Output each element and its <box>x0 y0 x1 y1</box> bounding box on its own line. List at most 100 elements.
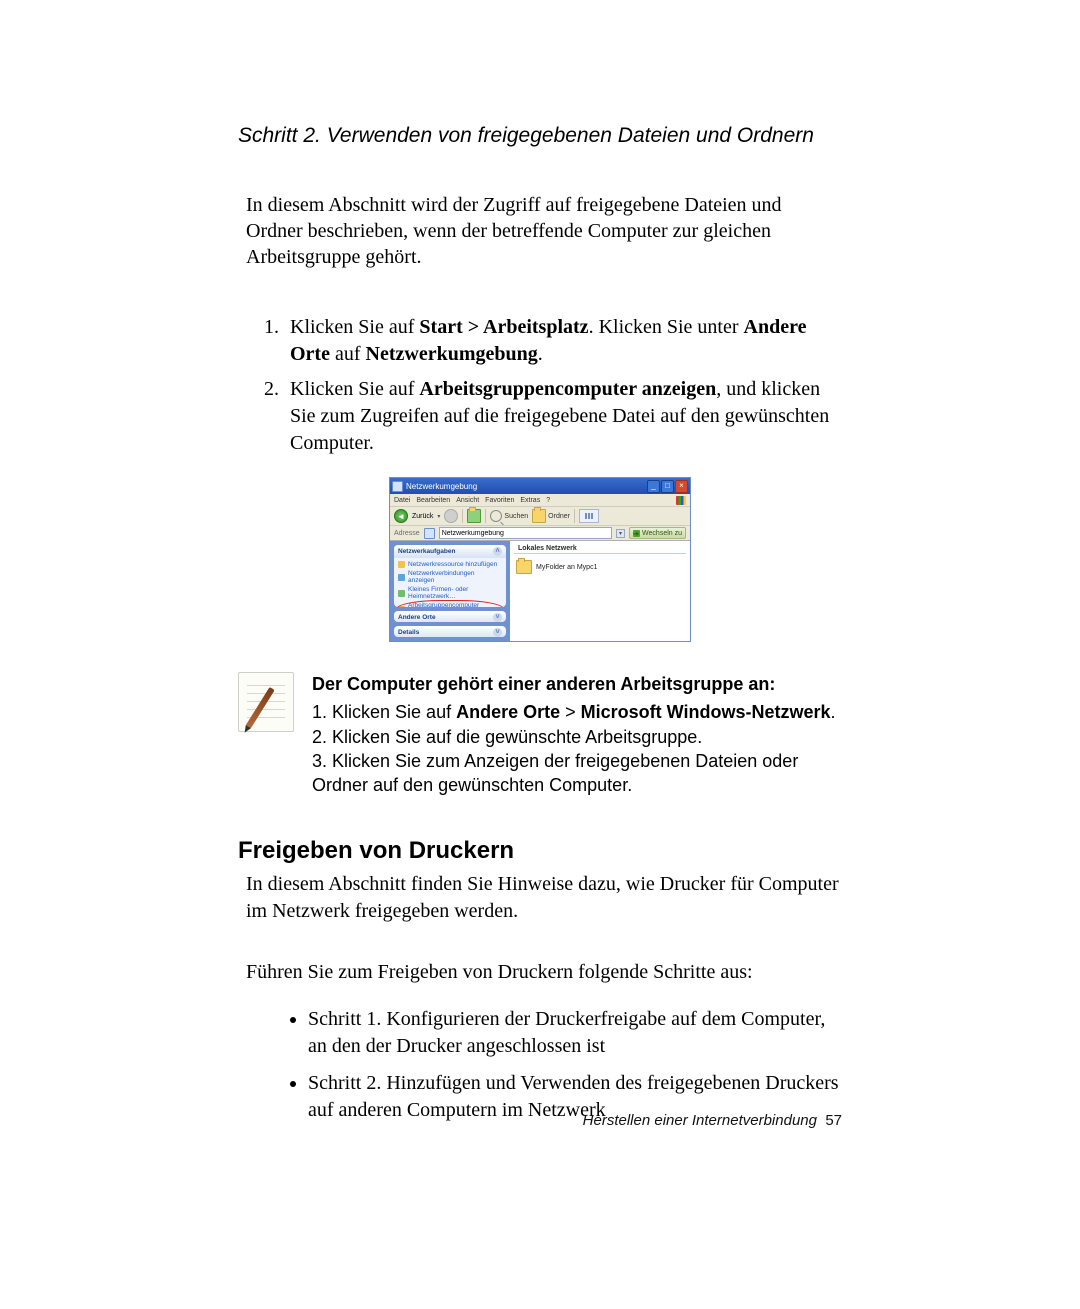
task-add-resource[interactable]: Netzwerkressource hinzufügen <box>398 560 502 569</box>
close-button[interactable]: × <box>675 480 688 493</box>
back-label: Zurück <box>412 513 433 520</box>
folders-button[interactable]: Ordner <box>532 509 570 523</box>
printers-intro: In diesem Abschnitt finden Sie Hinweise … <box>246 871 842 925</box>
note-text: Der Computer gehört einer anderen Arbeit… <box>312 672 842 797</box>
shared-folder-icon <box>516 560 532 574</box>
step2-heading: Schritt 2. Verwenden von freigegebenen D… <box>238 124 842 148</box>
network-icon <box>392 481 403 492</box>
search-button[interactable]: Suchen <box>490 510 528 522</box>
connections-icon <box>398 574 405 581</box>
task-show-workgroup[interactable]: Arbeitsgruppencomputer anzeigen <box>398 601 502 607</box>
embedded-screenshot: Netzwerkumgebung _ □ × Datei Bearbeiten … <box>238 477 842 642</box>
task-show-connections[interactable]: Netzwerkverbindungen anzeigen <box>398 569 502 585</box>
windows-flag-icon <box>676 496 686 505</box>
note-block: Der Computer gehört einer anderen Arbeit… <box>238 672 842 797</box>
task-label: Arbeitsgruppencomputer anzeigen <box>408 602 502 607</box>
expand-icon[interactable]: ˅ <box>493 628 502 637</box>
folder-icon <box>532 509 546 523</box>
text: . <box>831 702 836 722</box>
footer-text: Herstellen einer Internetverbindung <box>583 1112 817 1129</box>
workgroup-icon <box>398 606 405 608</box>
window-title: Netzwerkumgebung <box>406 482 477 491</box>
menu-help[interactable]: ? <box>546 497 550 504</box>
group-header: Lokales Netzwerk <box>514 543 686 554</box>
expand-icon[interactable]: ˅ <box>493 613 502 622</box>
item-label: MyFolder an Mypc1 <box>536 564 597 571</box>
dropdown-arrow-icon[interactable]: ▾ <box>437 513 440 520</box>
home-network-icon <box>398 590 405 597</box>
panel-title: Andere Orte <box>398 614 436 621</box>
task-label: Netzwerkressource hinzufügen <box>408 561 497 568</box>
note-line-3: 3. Klicken Sie zum Anzeigen der freigege… <box>312 749 842 798</box>
collapse-icon[interactable]: ˄ <box>493 547 502 556</box>
forward-button[interactable] <box>444 509 458 523</box>
printers-bullets: Schritt 1. Konfigurieren der Druckerfrei… <box>238 1006 842 1124</box>
address-bar: Adresse ▾ ➔Wechseln zu <box>390 526 690 541</box>
panel-title: Netzwerkaufgaben <box>398 548 455 555</box>
printers-heading: Freigeben von Druckern <box>238 837 842 865</box>
share-item[interactable]: MyFolder an Mypc1 <box>510 558 690 576</box>
menu-edit[interactable]: Bearbeiten <box>416 497 450 504</box>
go-icon: ➔ <box>633 530 640 537</box>
tasks-sidebar: Netzwerkaufgaben ˄ Netzwerkressource hinz… <box>390 541 510 641</box>
text: auf <box>330 343 366 365</box>
bold: Andere Orte <box>456 702 560 722</box>
panel-title: Details <box>398 629 419 636</box>
network-tasks-panel: Netzwerkaufgaben ˄ Netzwerkressource hinz… <box>394 545 506 607</box>
text: 1. Klicken Sie auf <box>312 702 456 722</box>
maximize-button[interactable]: □ <box>661 480 674 493</box>
address-dropdown[interactable]: ▾ <box>616 529 625 538</box>
content-pane: Lokales Netzwerk MyFolder an Mypc1 <box>510 541 690 641</box>
task-label: Kleines Firmen- oder Heimnetzwerk… <box>408 586 502 600</box>
menu-favorites[interactable]: Favoriten <box>485 497 514 504</box>
page-footer: Herstellen einer Internetverbindung 57 <box>583 1112 842 1129</box>
go-button[interactable]: ➔Wechseln zu <box>629 527 686 539</box>
intro-paragraph: In diesem Abschnitt wird der Zugriff auf… <box>246 192 842 270</box>
step-1: Klicken Sie auf Start > Arbeitsplatz. Kl… <box>284 314 842 368</box>
address-icon <box>424 528 435 539</box>
search-label: Suchen <box>504 513 528 520</box>
search-icon <box>490 510 502 522</box>
bold: Netzwerkumgebung <box>366 343 538 365</box>
text: > <box>560 702 581 722</box>
folders-label: Ordner <box>548 513 570 520</box>
numbered-steps: Klicken Sie auf Start > Arbeitsplatz. Kl… <box>238 314 842 457</box>
text: . <box>538 343 543 365</box>
bullet-1: Schritt 1. Konfigurieren der Druckerfrei… <box>308 1006 842 1060</box>
page-number: 57 <box>825 1112 842 1129</box>
text: Klicken Sie auf <box>290 378 419 400</box>
bold: Microsoft Windows-Netzwerk <box>581 702 831 722</box>
text: Klicken Sie auf <box>290 316 419 338</box>
separator <box>462 509 463 523</box>
address-label: Adresse <box>394 530 420 537</box>
notepad-pen-icon <box>238 672 294 732</box>
menu-file[interactable]: Datei <box>394 497 410 504</box>
bold: Start > Arbeitsplatz <box>419 316 588 338</box>
explorer-window: Netzwerkumgebung _ □ × Datei Bearbeiten … <box>389 477 691 642</box>
address-input[interactable] <box>439 527 612 539</box>
text: . Klicken Sie unter <box>589 316 744 338</box>
printers-lead: Führen Sie zum Freigeben von Druckern fo… <box>246 959 842 986</box>
toolbar: ◄ Zurück ▾ Suchen Ordner <box>390 507 690 526</box>
add-resource-icon <box>398 561 405 568</box>
note-line-2: 2. Klicken Sie auf die gewünschte Arbeit… <box>312 725 842 749</box>
separator <box>485 509 486 523</box>
step-2: Klicken Sie auf Arbeitsgruppencomputer a… <box>284 376 842 457</box>
other-places-panel: Andere Orte ˅ <box>394 611 506 622</box>
bold: Arbeitsgruppencomputer anzeigen <box>419 378 716 400</box>
note-line-1: 1. Klicken Sie auf Andere Orte > Microso… <box>312 700 842 724</box>
separator <box>574 509 575 523</box>
window-titlebar: Netzwerkumgebung _ □ × <box>390 478 690 494</box>
back-button[interactable]: ◄ <box>394 509 408 523</box>
minimize-button[interactable]: _ <box>647 480 660 493</box>
up-button[interactable] <box>467 509 481 523</box>
menubar: Datei Bearbeiten Ansicht Favoriten Extra… <box>390 494 690 507</box>
details-panel: Details ˅ <box>394 626 506 637</box>
go-label: Wechseln zu <box>642 530 682 537</box>
views-button[interactable] <box>579 509 599 523</box>
task-home-network[interactable]: Kleines Firmen- oder Heimnetzwerk… <box>398 585 502 601</box>
task-label: Netzwerkverbindungen anzeigen <box>408 570 502 584</box>
menu-extras[interactable]: Extras <box>520 497 540 504</box>
note-heading: Der Computer gehört einer anderen Arbeit… <box>312 672 842 696</box>
menu-view[interactable]: Ansicht <box>456 497 479 504</box>
